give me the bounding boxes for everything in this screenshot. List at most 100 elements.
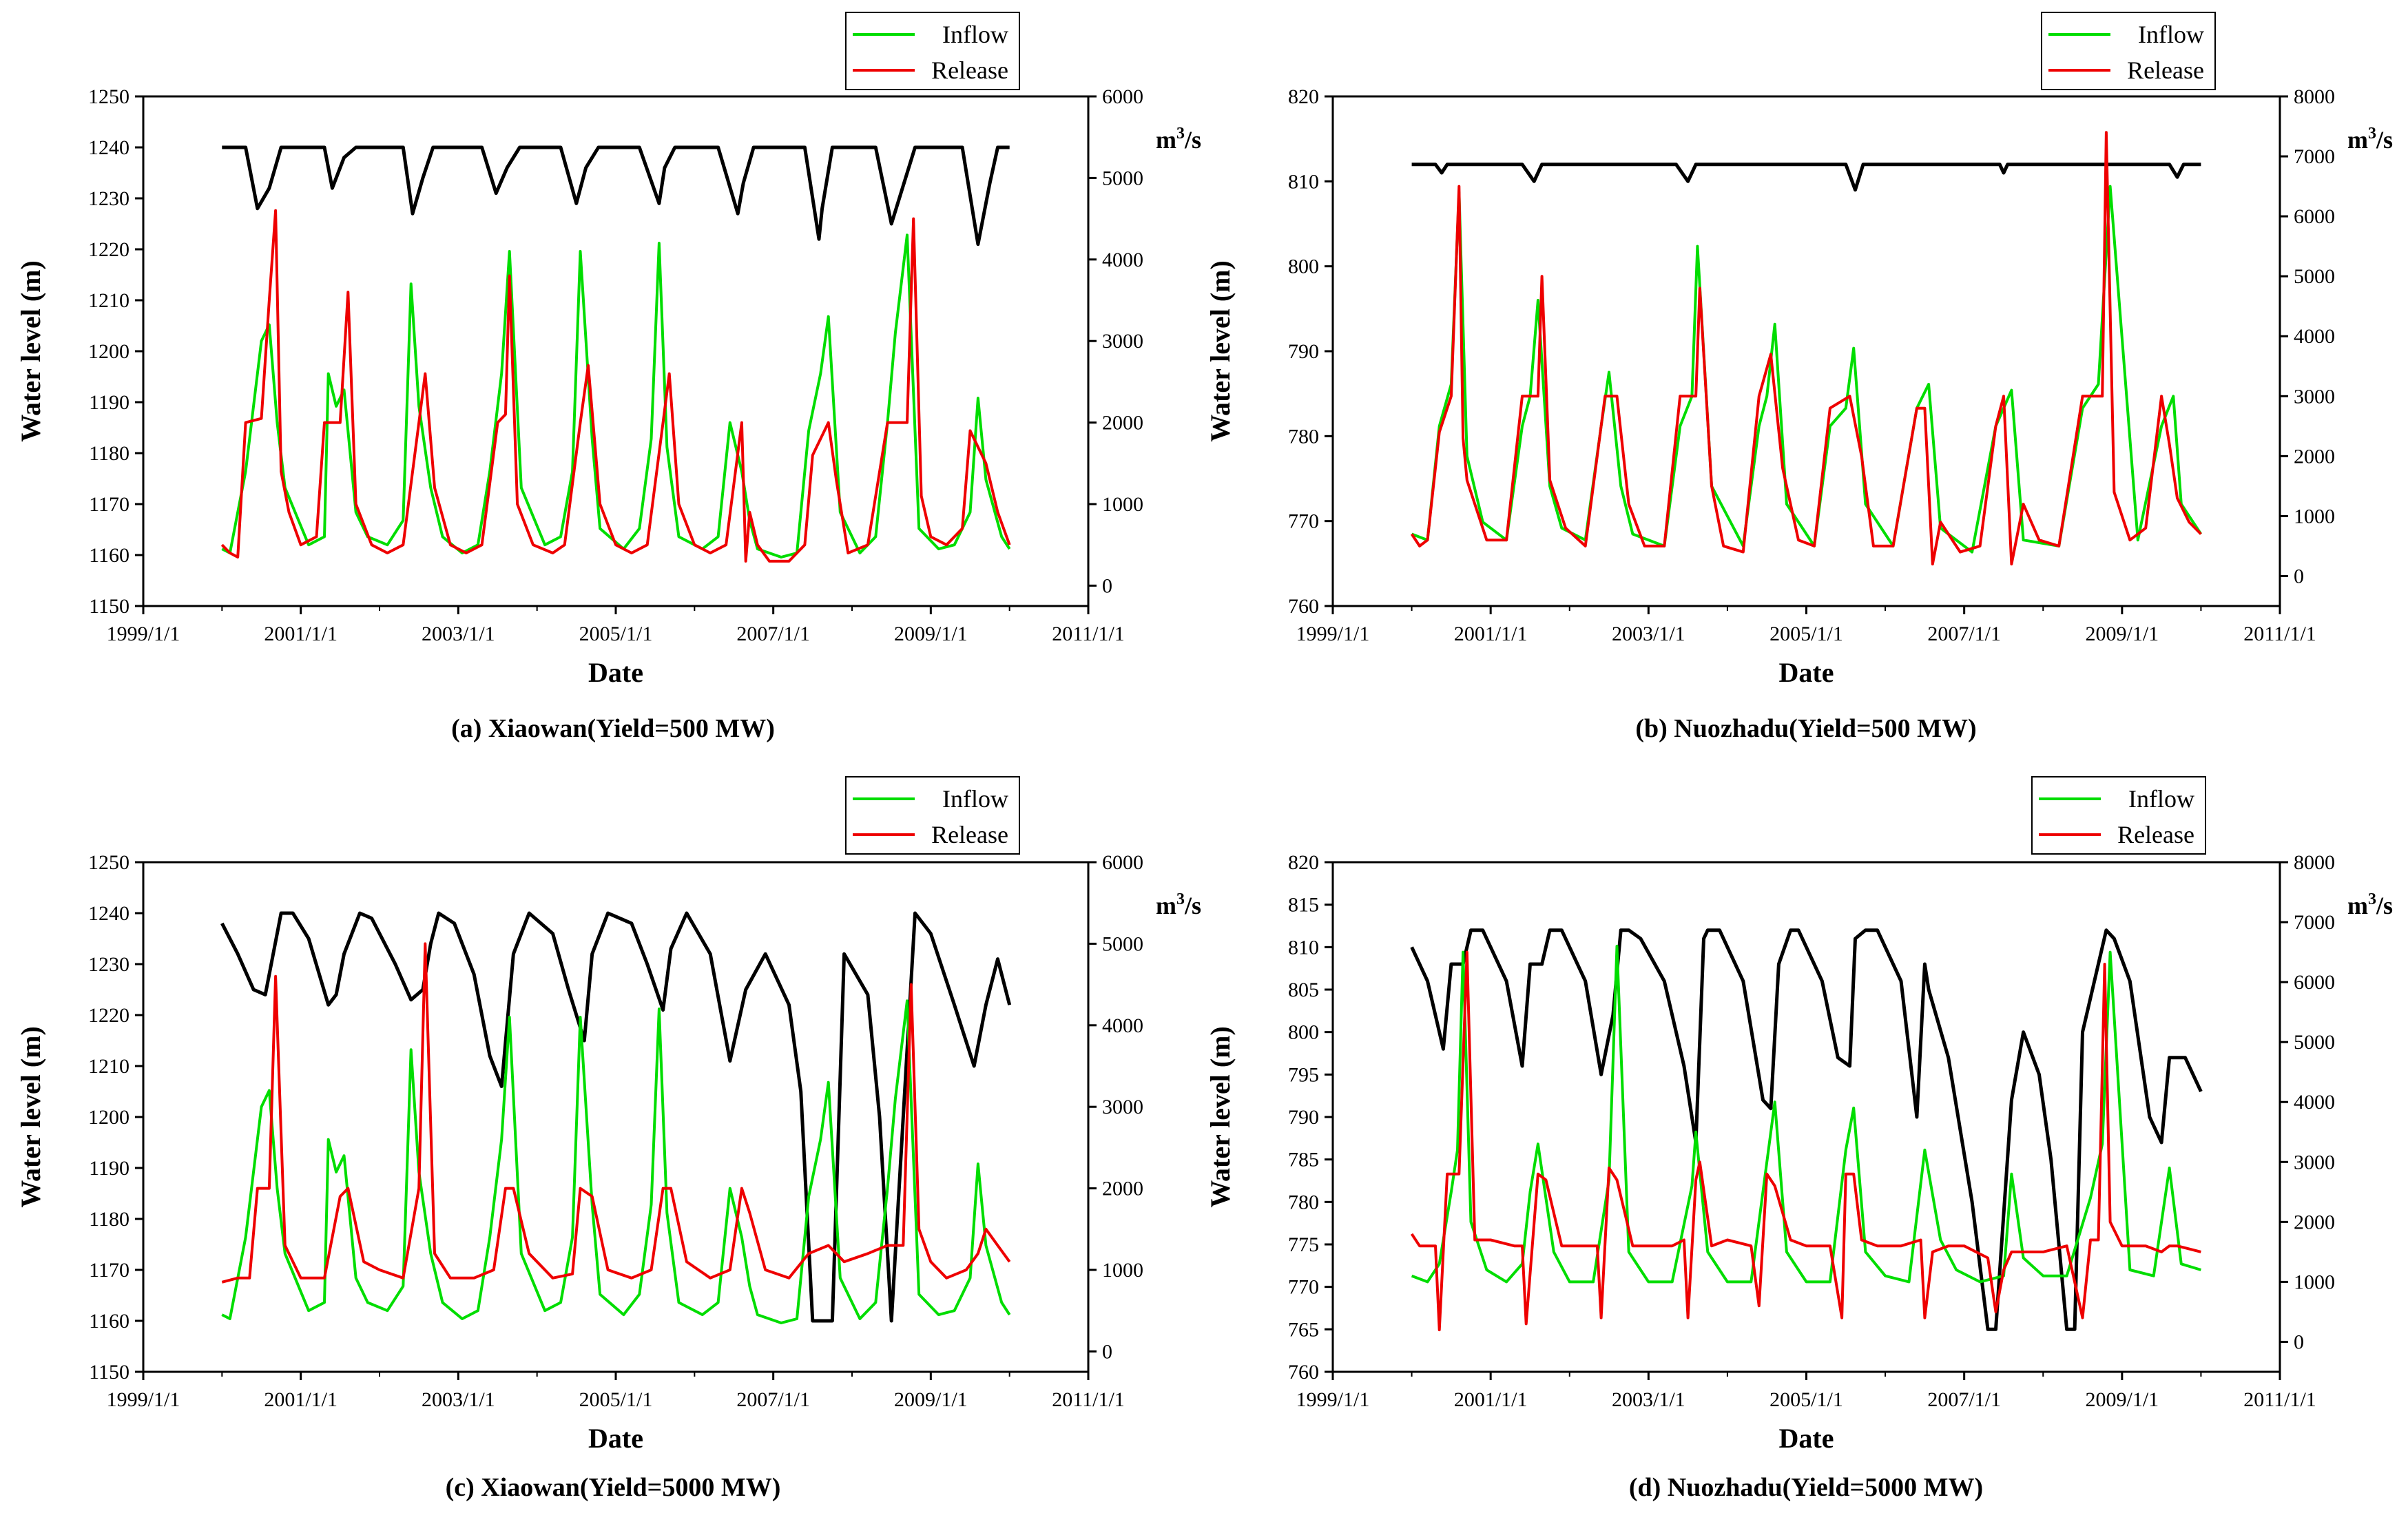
y-right-axis-unit: m3/s	[1156, 125, 1201, 154]
y-right-tick-label: 1000	[1102, 1259, 1143, 1282]
chart-panel-1: 1999/1/1 2001/1/1 2003/1/1 2005/1/1 2007/1/1…	[15, 12, 1201, 743]
x-tick-label: 2011/1/1	[2243, 623, 2316, 645]
x-tick-label: 2009/1/1	[2085, 1388, 2159, 1411]
y-tick-label: 780	[1288, 1191, 1319, 1213]
y-tick-label: 1240	[88, 902, 129, 925]
panel-caption: (a) Xiaowan(Yield=500 MW)	[451, 714, 775, 743]
y-right-tick-label: 4000	[2294, 325, 2335, 348]
y-tick-label: 820	[1288, 851, 1319, 874]
inflow-line	[221, 233, 1011, 559]
water-level-line	[1411, 163, 2201, 192]
y-tick-label: 1150	[89, 595, 129, 618]
y-tick-label: 1200	[88, 1106, 129, 1129]
y-right-tick-label: 6000	[1102, 85, 1143, 108]
y-tick-label: 760	[1288, 1361, 1319, 1384]
chart-panel-3: 1999/1/1 2001/1/1 2003/1/1 2005/1/1 2007/1/1…	[15, 776, 1201, 1502]
y-tick-label: 800	[1288, 255, 1319, 278]
y-right-tick-label: 8000	[2294, 851, 2335, 874]
y-tick-label: 800	[1288, 1021, 1319, 1044]
legend-label-release: Release	[2127, 56, 2204, 84]
y-tick-label: 810	[1288, 170, 1319, 193]
y-right-tick-label: 3000	[2294, 1151, 2335, 1173]
y-tick-label: 1180	[89, 1208, 129, 1231]
y-tick-label: 770	[1288, 510, 1319, 533]
release-line	[221, 942, 1011, 1284]
x-tick-label: 2005/1/1	[1769, 623, 1843, 645]
water-level-line	[1410, 928, 2203, 1331]
panel-caption: (b) Nuozhadu(Yield=500 MW)	[1635, 714, 1976, 743]
inflow-line	[1411, 944, 2201, 1284]
y-tick-label: 1180	[89, 442, 129, 465]
y-axis-title: Water level (m)	[1205, 260, 1236, 442]
legend: Inflow Release	[2031, 776, 2206, 855]
x-tick-label: 2007/1/1	[736, 623, 810, 645]
legend-label-inflow: Inflow	[2138, 21, 2204, 48]
inflow-line	[221, 999, 1011, 1324]
y-tick-label: 1240	[88, 136, 129, 159]
release-line	[220, 209, 1011, 563]
y-tick-label: 1220	[88, 238, 129, 261]
x-tick-label: 1999/1/1	[1296, 623, 1370, 645]
x-tick-label: 1999/1/1	[107, 1388, 180, 1411]
x-tick-label: 2001/1/1	[264, 623, 338, 645]
x-tick-label: 2001/1/1	[264, 1388, 338, 1411]
y-tick-label: 1230	[88, 953, 129, 976]
release-line	[1410, 950, 2201, 1332]
y-right-axis-unit: m3/s	[1156, 890, 1201, 919]
x-tick-label: 2009/1/1	[894, 623, 968, 645]
legend-box	[845, 776, 1020, 855]
y-right-tick-label: 4000	[1102, 249, 1143, 271]
y-right-tick-label: 1000	[2294, 1271, 2335, 1293]
y-right-axis-unit: m3/s	[2347, 890, 2393, 919]
x-axis-title: Date	[588, 657, 643, 688]
x-tick-label: 1999/1/1	[1296, 1388, 1370, 1411]
x-tick-label: 2011/1/1	[1052, 623, 1125, 645]
x-tick-label: 2001/1/1	[1454, 623, 1528, 645]
release-line	[1410, 131, 2202, 566]
legend: Inflow Release	[845, 776, 1020, 855]
legend-label-release: Release	[2117, 821, 2194, 848]
y-axis-title: Water level (m)	[1205, 1026, 1236, 1208]
y-right-tick-label: 0	[1102, 1340, 1112, 1363]
y-tick-label: 785	[1288, 1149, 1319, 1171]
y-tick-label: 815	[1288, 894, 1319, 917]
y-right-tick-label: 2000	[2294, 445, 2335, 468]
y-tick-label: 1170	[89, 1259, 129, 1282]
y-right-tick-label: 2000	[1102, 412, 1143, 435]
y-tick-label: 1220	[88, 1004, 129, 1027]
y-tick-label: 1210	[88, 289, 129, 312]
y-tick-label: 1150	[89, 1361, 129, 1384]
y-tick-label: 790	[1288, 340, 1319, 363]
y-tick-label: 1250	[88, 851, 129, 874]
x-tick-label: 2007/1/1	[736, 1388, 810, 1411]
y-axis-title: Water level (m)	[15, 1026, 46, 1208]
y-right-tick-label: 0	[1102, 574, 1112, 597]
x-tick-label: 2007/1/1	[1927, 623, 2001, 645]
y-tick-label: 1190	[89, 391, 129, 414]
y-tick-label: 790	[1288, 1106, 1319, 1129]
y-tick-label: 780	[1288, 425, 1319, 448]
x-tick-label: 1999/1/1	[107, 623, 180, 645]
x-tick-label: 2001/1/1	[1454, 1388, 1528, 1411]
y-right-tick-label: 6000	[2294, 205, 2335, 228]
panel-caption: (c) Xiaowan(Yield=5000 MW)	[446, 1473, 781, 1502]
y-tick-label: 795	[1288, 1063, 1319, 1086]
y-right-tick-label: 4000	[2294, 1091, 2335, 1114]
x-tick-label: 2011/1/1	[2243, 1388, 2316, 1411]
y-right-tick-label: 3000	[1102, 330, 1143, 353]
y-right-tick-label: 1000	[1102, 493, 1143, 516]
legend-label-inflow: Inflow	[2128, 785, 2194, 813]
y-tick-label: 1190	[89, 1157, 129, 1180]
chart-panel-2: 1999/1/1 2001/1/1 2003/1/1 2005/1/1 2007/1/1…	[1205, 12, 2393, 743]
legend: Inflow Release	[845, 12, 1020, 90]
y-right-tick-label: 0	[2294, 565, 2304, 587]
y-tick-label: 770	[1288, 1276, 1319, 1299]
legend-box	[2041, 12, 2216, 90]
legend-box	[2031, 776, 2206, 855]
x-tick-label: 2005/1/1	[579, 1388, 653, 1411]
panel-caption: (d) Nuozhadu(Yield=5000 MW)	[1629, 1473, 1983, 1502]
y-axis-title: Water level (m)	[15, 260, 46, 442]
y-right-tick-label: 8000	[2294, 85, 2335, 108]
x-tick-label: 2003/1/1	[1612, 623, 1685, 645]
